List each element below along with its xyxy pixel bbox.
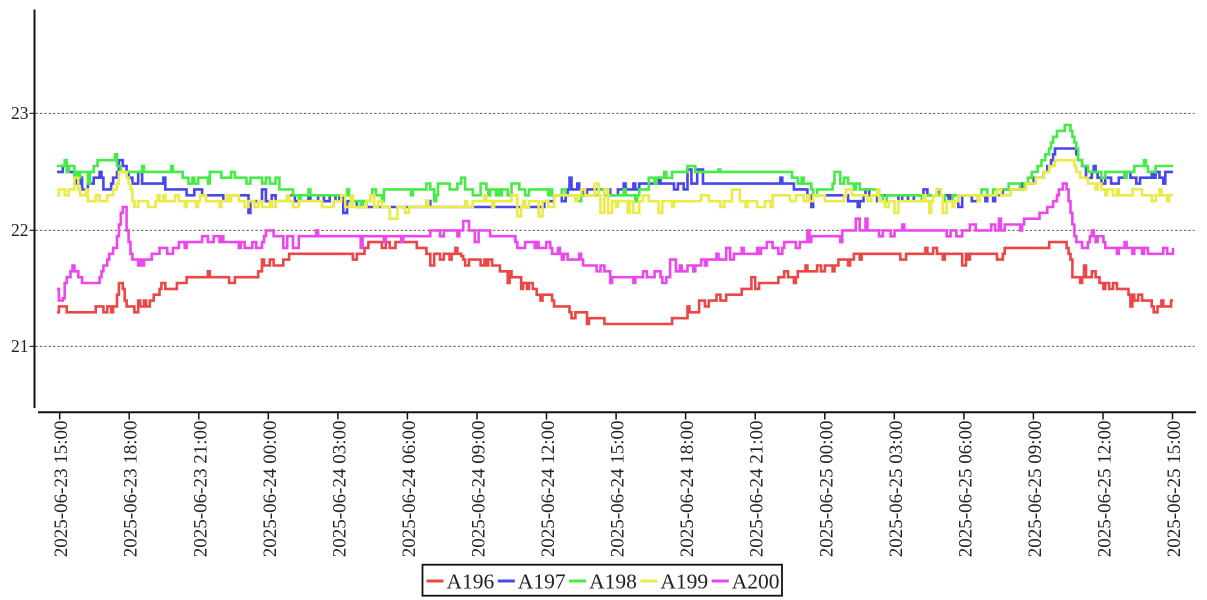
svg-text:A197: A197	[518, 570, 566, 594]
svg-text:2025-06-23 15:00: 2025-06-23 15:00	[51, 421, 72, 558]
svg-text:2025-06-24 09:00: 2025-06-24 09:00	[469, 421, 490, 558]
svg-text:2025-06-24 12:00: 2025-06-24 12:00	[538, 421, 559, 558]
svg-text:2025-06-24 15:00: 2025-06-24 15:00	[608, 421, 629, 558]
svg-text:A196: A196	[447, 570, 495, 594]
svg-text:2025-06-24 21:00: 2025-06-24 21:00	[747, 421, 768, 558]
svg-text:2025-06-25 00:00: 2025-06-25 00:00	[816, 421, 837, 558]
svg-text:2025-06-25 15:00: 2025-06-25 15:00	[1164, 421, 1185, 558]
svg-text:2025-06-25 06:00: 2025-06-25 06:00	[955, 421, 976, 558]
svg-text:2025-06-25 03:00: 2025-06-25 03:00	[886, 421, 907, 558]
svg-text:2025-06-25 09:00: 2025-06-25 09:00	[1025, 421, 1046, 558]
svg-text:23: 23	[11, 103, 29, 123]
svg-text:2025-06-23 18:00: 2025-06-23 18:00	[121, 421, 142, 558]
svg-text:2025-06-24 00:00: 2025-06-24 00:00	[260, 421, 281, 558]
svg-text:2025-06-25 12:00: 2025-06-25 12:00	[1095, 421, 1116, 558]
svg-text:A199: A199	[660, 570, 708, 594]
svg-text:2025-06-24 06:00: 2025-06-24 06:00	[399, 421, 420, 558]
svg-text:2025-06-23 21:00: 2025-06-23 21:00	[190, 421, 211, 558]
svg-text:22: 22	[11, 220, 29, 240]
svg-text:21: 21	[11, 336, 29, 356]
svg-text:2025-06-24 03:00: 2025-06-24 03:00	[329, 421, 350, 558]
svg-text:2025-06-24 18:00: 2025-06-24 18:00	[677, 421, 698, 558]
svg-text:A198: A198	[589, 570, 637, 594]
svg-text:A200: A200	[732, 570, 780, 594]
